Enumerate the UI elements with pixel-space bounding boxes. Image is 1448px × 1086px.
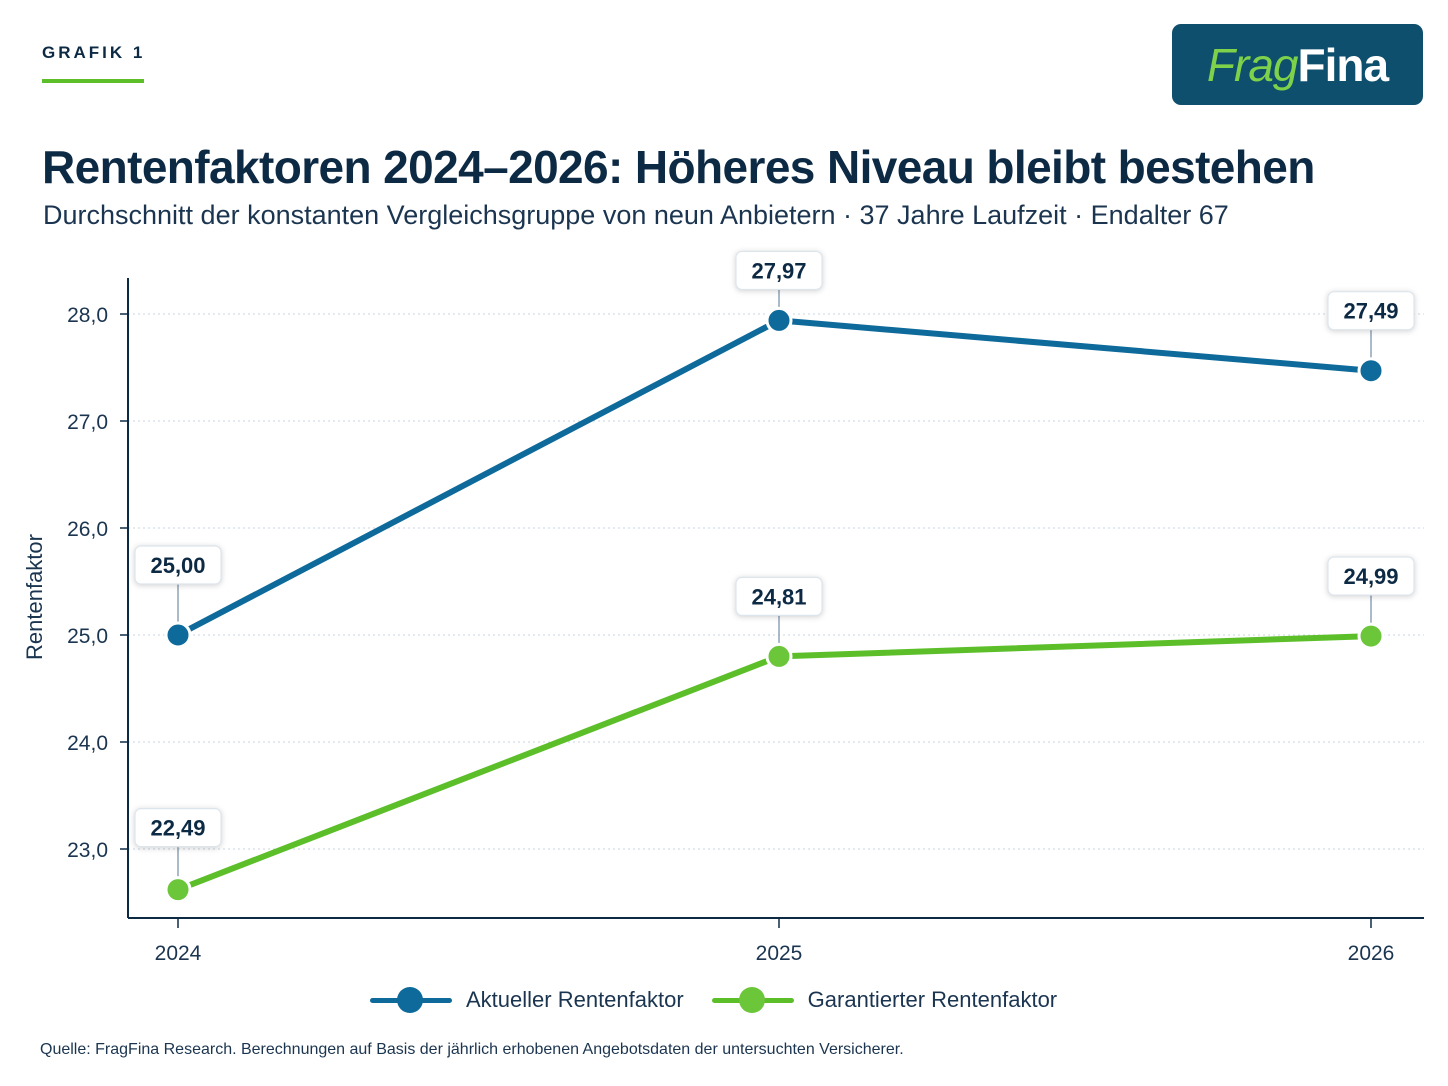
data-label-box	[134, 808, 222, 848]
data-label-box	[735, 250, 823, 291]
x-tick-label: 2024	[155, 942, 202, 965]
data-point-garantiert	[765, 642, 793, 670]
fragfina-logo: Frag Fina	[1172, 24, 1423, 105]
data-label: 24,81	[751, 584, 806, 609]
data-point-aktuell	[164, 621, 192, 649]
data-label-box	[1327, 291, 1415, 331]
data-point-aktuell	[765, 306, 793, 334]
source-note: Quelle: FragFina Research. Berechnungen …	[40, 1041, 904, 1058]
legend-label-aktuell: Aktueller Rentenfaktor	[466, 987, 684, 1012]
logo-text-fina: Fina	[1297, 38, 1390, 91]
legend-swatch-garantiert	[711, 982, 794, 1018]
chart-subtitle: Durchschnitt der konstanten Vergleichsgr…	[43, 200, 1229, 230]
logo-text-frag: Frag	[1206, 38, 1299, 91]
data-label: 24,99	[1343, 564, 1398, 589]
chart-legend: Aktueller Rentenfaktor Garantierter Rent…	[370, 982, 1085, 1018]
y-axis-title: Rentenfaktor	[22, 534, 47, 660]
data-label-box	[1327, 556, 1415, 596]
data-point-garantiert	[164, 876, 192, 904]
y-tick-label: 26,0	[67, 518, 108, 541]
x-tick-label: 2026	[1348, 942, 1395, 965]
data-label: 25,00	[150, 553, 205, 578]
legend-swatch-aktuell	[370, 982, 452, 1018]
data-point-aktuell	[1357, 357, 1385, 385]
y-tick-label: 27,0	[67, 411, 108, 434]
data-label: 22,49	[150, 816, 205, 841]
data-label: 27,49	[1343, 299, 1398, 324]
y-tick-label: 28,0	[67, 304, 108, 327]
chart-kicker: GRAFIK 1	[42, 43, 146, 62]
legend-item-garantiert: Garantierter Rentenfaktor	[711, 982, 1058, 1018]
data-point-garantiert	[1357, 622, 1385, 650]
y-tick-label: 24,0	[67, 732, 108, 755]
kicker-underline	[42, 79, 144, 83]
data-label-box	[134, 545, 222, 585]
y-tick-label: 25,0	[67, 625, 108, 648]
x-tick-label: 2025	[756, 942, 803, 965]
y-tick-label: 23,0	[67, 839, 108, 862]
series-line-garantiert	[175, 633, 1374, 893]
data-label: 27,97	[751, 258, 806, 283]
data-label-box	[735, 576, 823, 617]
legend-label-garantiert: Garantierter Rentenfaktor	[807, 987, 1058, 1012]
chart-title: Rentenfaktoren 2024–2026: Höheres Niveau…	[42, 141, 1315, 193]
legend-item-aktuell: Aktueller Rentenfaktor	[370, 982, 684, 1018]
